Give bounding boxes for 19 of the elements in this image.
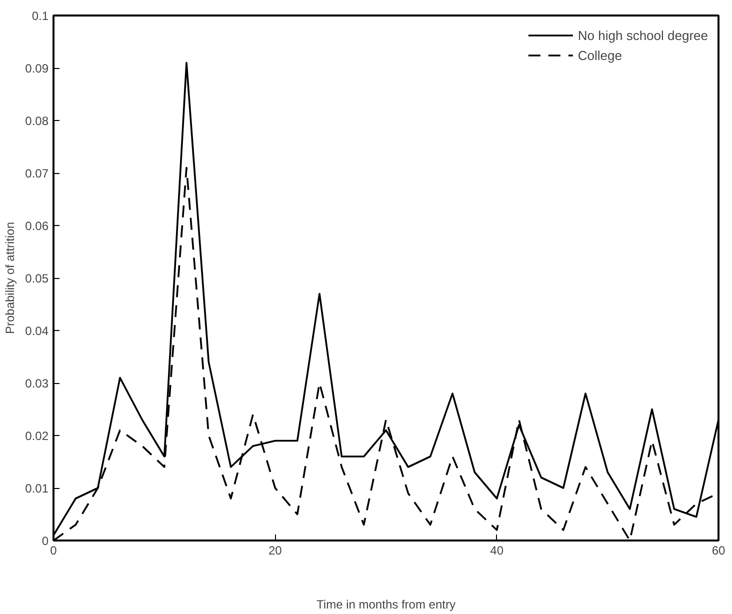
x-tick-label: 60	[712, 544, 726, 558]
legend-label: No high school degree	[578, 28, 708, 42]
x-axis-title: Time in months from entry	[316, 598, 456, 612]
y-tick-label: 0	[42, 534, 49, 548]
y-tick-label: 0.04	[25, 324, 49, 338]
x-tick-label: 20	[268, 544, 282, 558]
y-tick-label: 0.08	[25, 114, 49, 128]
y-tick-label: 0.03	[25, 376, 49, 390]
y-tick-label: 0.02	[25, 429, 49, 443]
x-tick-label: 0	[50, 544, 58, 558]
x-tick-label: 40	[490, 544, 504, 558]
y-axis-title: Probability of attrition	[3, 222, 18, 334]
y-tick-label: 0.1	[32, 9, 49, 23]
y-tick-label: 0.07	[25, 166, 49, 180]
y-tick-label: 0.09	[25, 62, 49, 76]
legend-label: College	[578, 48, 622, 62]
y-tick-label: 0.05	[25, 272, 49, 286]
y-tick-label: 0.06	[25, 219, 49, 233]
y-tick-label: 0.01	[25, 482, 49, 496]
